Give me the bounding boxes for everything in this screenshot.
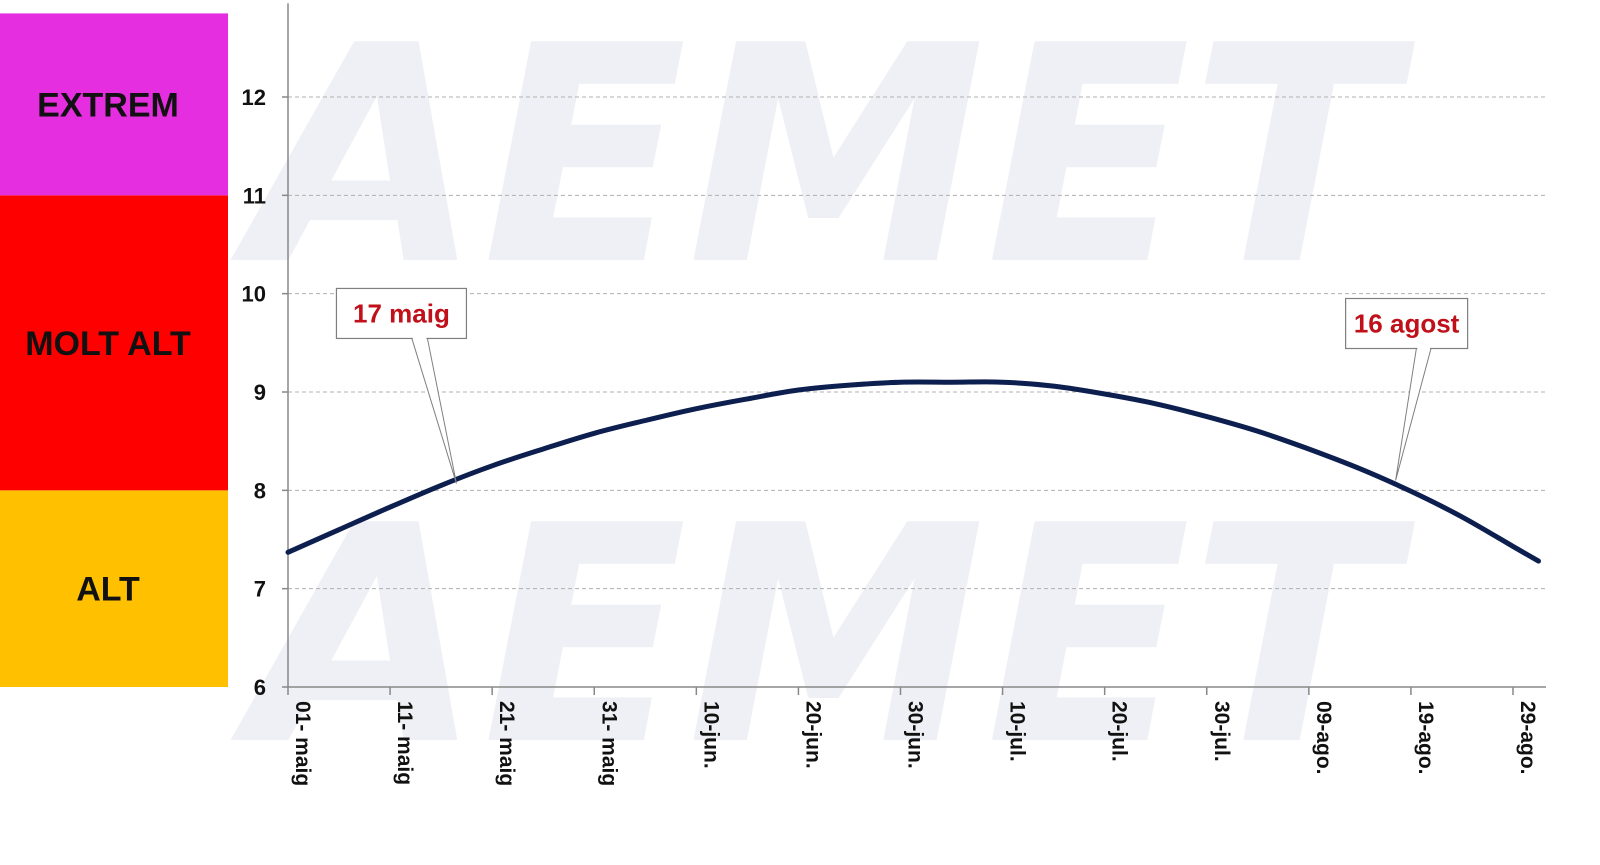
- risk-band-molt-alt: [0, 195, 228, 491]
- risk-band-label-molt-alt: MOLT ALT: [25, 325, 191, 363]
- callout-joint: [1417, 346, 1431, 350]
- watermark-text-top: AEMET: [227, 0, 1416, 331]
- x-tick-label: 29-ago.: [1516, 701, 1539, 775]
- x-tick-label: 09-ago.: [1312, 701, 1335, 775]
- axes: [287, 3, 1546, 688]
- x-tick-label: 20-jun.: [801, 701, 824, 769]
- x-tick-label: 31- maig: [597, 701, 620, 786]
- series-line-0: [285, 379, 1541, 564]
- y-tick-label-6: 6: [254, 675, 266, 700]
- risk-band-label-extrem: EXTREM: [37, 86, 179, 124]
- y-tick-label-10: 10: [242, 282, 266, 307]
- y-axis-ticks: 6 7 8 9 10 11 12: [242, 85, 288, 700]
- risk-band-label-alt: ALT: [76, 571, 140, 609]
- x-axis-ticks: 01- maig 11- maig 21- maig 31- maig 10-jun. 2…: [287, 687, 1539, 786]
- watermark: AEMET AEMET: [227, 0, 1416, 811]
- x-tick-label: 10-jun.: [699, 701, 722, 769]
- series: [285, 379, 1541, 564]
- callout-pointer: [1395, 348, 1432, 481]
- annotations: 17 maig 16 agost: [335, 287, 1469, 484]
- x-tick-label: 30-jul.: [1210, 701, 1233, 762]
- y-tick-label-12: 12: [242, 85, 266, 110]
- x-tick-label: 21- maig: [495, 701, 518, 786]
- x-tick-label: 30-jun.: [904, 701, 927, 769]
- x-tick-label: 11- maig: [393, 701, 416, 785]
- risk-bands: ALT MOLT ALT EXTREM: [0, 13, 228, 687]
- x-tick-label: 01- maig: [291, 701, 314, 786]
- y-tick-label-7: 7: [254, 577, 266, 602]
- x-tick-label: 10-jul.: [1006, 701, 1029, 762]
- x-tick-label: 19-ago.: [1414, 701, 1437, 775]
- callout-0: 17 maig: [335, 287, 468, 484]
- risk-band-extrem: [0, 13, 228, 196]
- callout-box: [1345, 297, 1469, 350]
- callout-box: [335, 287, 468, 340]
- risk-band-alt: [0, 490, 228, 687]
- y-tick-label-8: 8: [254, 478, 266, 503]
- callout-label: 16 agost: [1354, 309, 1460, 339]
- y-tick-label-9: 9: [254, 380, 266, 405]
- callout-1: 16 agost: [1345, 297, 1469, 481]
- callout-label: 17 maig: [353, 298, 450, 328]
- x-tick-label: 20-jul.: [1108, 701, 1131, 762]
- y-tick-label-11: 11: [243, 183, 266, 208]
- watermark-text-bottom: AEMET: [227, 462, 1416, 811]
- callout-joint: [412, 336, 427, 340]
